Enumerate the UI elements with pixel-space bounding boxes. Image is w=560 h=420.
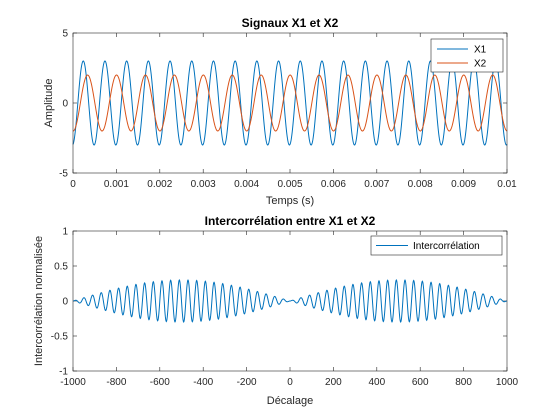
- signals-xtick-label: 0.005: [277, 179, 302, 190]
- signals-axes: Signaux X1 et X2 0 0.001 0.002 0.003 0.004 0.…: [43, 16, 517, 207]
- xcorr-ytick-label: -0.5: [51, 332, 69, 343]
- signals-ticks: 0 0.001 0.002 0.003 0.004 0.005 0.006 0.007 0.00…: [59, 29, 517, 191]
- legend-label-xcorr: Intercorrélation: [413, 241, 480, 252]
- xcorr-ytick-label: -1: [59, 367, 68, 378]
- signals-xlabel: Temps (s): [266, 195, 314, 207]
- signals-xtick-label: 0.002: [147, 179, 172, 190]
- xcorr-ticks: -1000 -800 -600 -400 -200 0 200 400 600 800 1000 -1…: [51, 227, 519, 389]
- xcorr-xtick-label: -1000: [60, 377, 86, 388]
- signals-ytick-label: 5: [62, 29, 68, 40]
- xcorr-xtick-label: 1000: [496, 377, 519, 388]
- xcorr-xtick-label: 200: [325, 377, 342, 388]
- xcorr-axes-box: [72, 230, 508, 372]
- xcorr-ytick-label: 1: [62, 227, 68, 238]
- xcorr-axes: Intercorrélation entre X1 et X2 -1000 -80…: [33, 214, 519, 407]
- xcorr-xtick-label: 600: [412, 377, 429, 388]
- signals-xtick-label: 0.001: [104, 179, 129, 190]
- xcorr-series-intercorr-lation: [72, 279, 508, 323]
- xcorr-xtick-label: 400: [368, 377, 385, 388]
- xcorr-ytick-label: 0.5: [54, 262, 68, 273]
- signals-legend: X1 X2: [430, 38, 504, 73]
- signals-lines: [72, 60, 508, 146]
- xcorr-xtick-label: -600: [150, 377, 170, 388]
- signals-xtick-label: 0.006: [321, 179, 346, 190]
- signals-series-x2: [72, 74, 508, 132]
- signals-ytick-label: -5: [59, 169, 68, 180]
- xcorr-xtick-label: -400: [193, 377, 213, 388]
- legend-label-x1: X1: [474, 45, 487, 56]
- xcorr-legend-box: [370, 235, 503, 256]
- signals-xtick-label: 0.009: [451, 179, 476, 190]
- signals-xtick-label: 0.01: [497, 179, 517, 190]
- signals-ytick-label: 0: [62, 99, 68, 110]
- xcorr-xlabel: Décalage: [267, 395, 313, 407]
- xcorr-xtick-label: -200: [237, 377, 257, 388]
- signals-xtick-label: 0.008: [408, 179, 433, 190]
- xcorr-ylabel: Intercorrélation normalisée: [33, 236, 45, 366]
- xcorr-title: Intercorrélation entre X1 et X2: [205, 214, 376, 228]
- signals-xtick-label: 0.007: [364, 179, 389, 190]
- signals-title: Signaux X1 et X2: [242, 16, 339, 30]
- signals-ylabel: Amplitude: [43, 79, 55, 128]
- xcorr-lines: [72, 279, 508, 323]
- signals-xtick-label: 0.004: [234, 179, 259, 190]
- legend-label-x2: X2: [474, 59, 487, 70]
- xcorr-ytick-label: 0: [62, 297, 68, 308]
- signals-legend-box: [430, 38, 504, 73]
- signals-axes-box: [72, 32, 508, 174]
- signals-series-x1: [72, 60, 508, 146]
- xcorr-xtick-label: 800: [455, 377, 472, 388]
- signals-xtick-label: 0: [70, 179, 76, 190]
- xcorr-legend: Intercorrélation: [370, 235, 503, 256]
- xcorr-xtick-label: 0: [287, 377, 293, 388]
- signals-xtick-label: 0.003: [191, 179, 216, 190]
- xcorr-xtick-label: -800: [106, 377, 126, 388]
